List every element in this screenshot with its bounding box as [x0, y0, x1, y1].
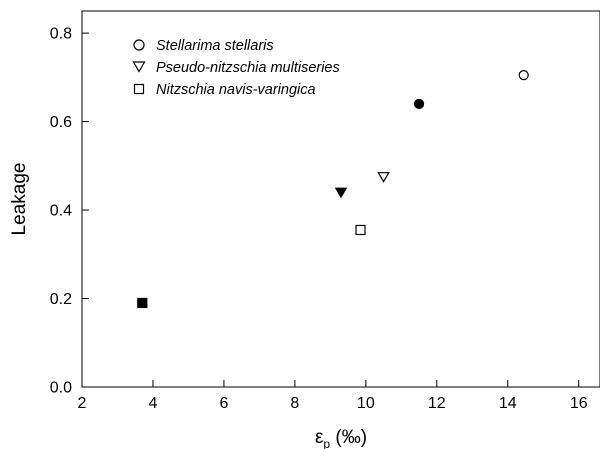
y-tick-label: 0.8 — [50, 26, 72, 43]
y-axis-ticks: 0.0 0.2 0.4 0.6 0.8 — [50, 26, 89, 397]
x-tick-label: 4 — [149, 395, 158, 412]
x-tick-label: 16 — [570, 395, 588, 412]
x-tick-label: 8 — [290, 395, 299, 412]
y-axis-title: Leakage — [9, 163, 30, 236]
x-axis-title-unit: (‰) — [330, 427, 367, 448]
x-tick-label: 10 — [357, 395, 375, 412]
legend-marker-pseudo-nitzschia — [132, 61, 146, 73]
data-point-circle-filled — [413, 98, 425, 109]
x-axis-title-subscript: p — [323, 437, 330, 449]
x-tick-label: 2 — [78, 395, 87, 412]
legend-label-stellarima: Stellarima stellaris — [156, 38, 274, 54]
x-axis-title-symbol: ε — [315, 427, 324, 448]
x-axis-ticks: 2 4 6 8 10 12 14 16 — [78, 380, 588, 412]
legend: Stellarima stellaris Pseudo-nitzschia mu… — [132, 38, 340, 98]
x-tick-label: 14 — [499, 395, 517, 412]
y-tick-label: 0.4 — [50, 203, 72, 220]
data-point-triangle-down-open — [377, 172, 390, 183]
data-point-square-filled — [137, 297, 148, 309]
data-points — [137, 70, 529, 309]
data-point-circle-open — [518, 70, 529, 81]
legend-label-pseudo-nitzschia: Pseudo-nitzschia multiseries — [156, 60, 340, 76]
legend-marker-nitzschia — [133, 83, 145, 95]
x-axis-title: εp (‰) — [315, 427, 367, 449]
y-tick-label: 0.0 — [50, 380, 72, 397]
legend-label-nitzschia: Nitzschia navis-varingica — [156, 82, 316, 98]
x-tick-label: 12 — [428, 395, 446, 412]
x-tick-label: 6 — [219, 395, 228, 412]
y-tick-label: 0.6 — [50, 114, 72, 131]
data-point-square-open — [355, 224, 366, 236]
data-point-triangle-down-filled — [334, 187, 348, 199]
plot-frame — [81, 10, 600, 388]
y-tick-label: 0.2 — [50, 291, 72, 308]
legend-marker-stellarima — [133, 39, 145, 51]
